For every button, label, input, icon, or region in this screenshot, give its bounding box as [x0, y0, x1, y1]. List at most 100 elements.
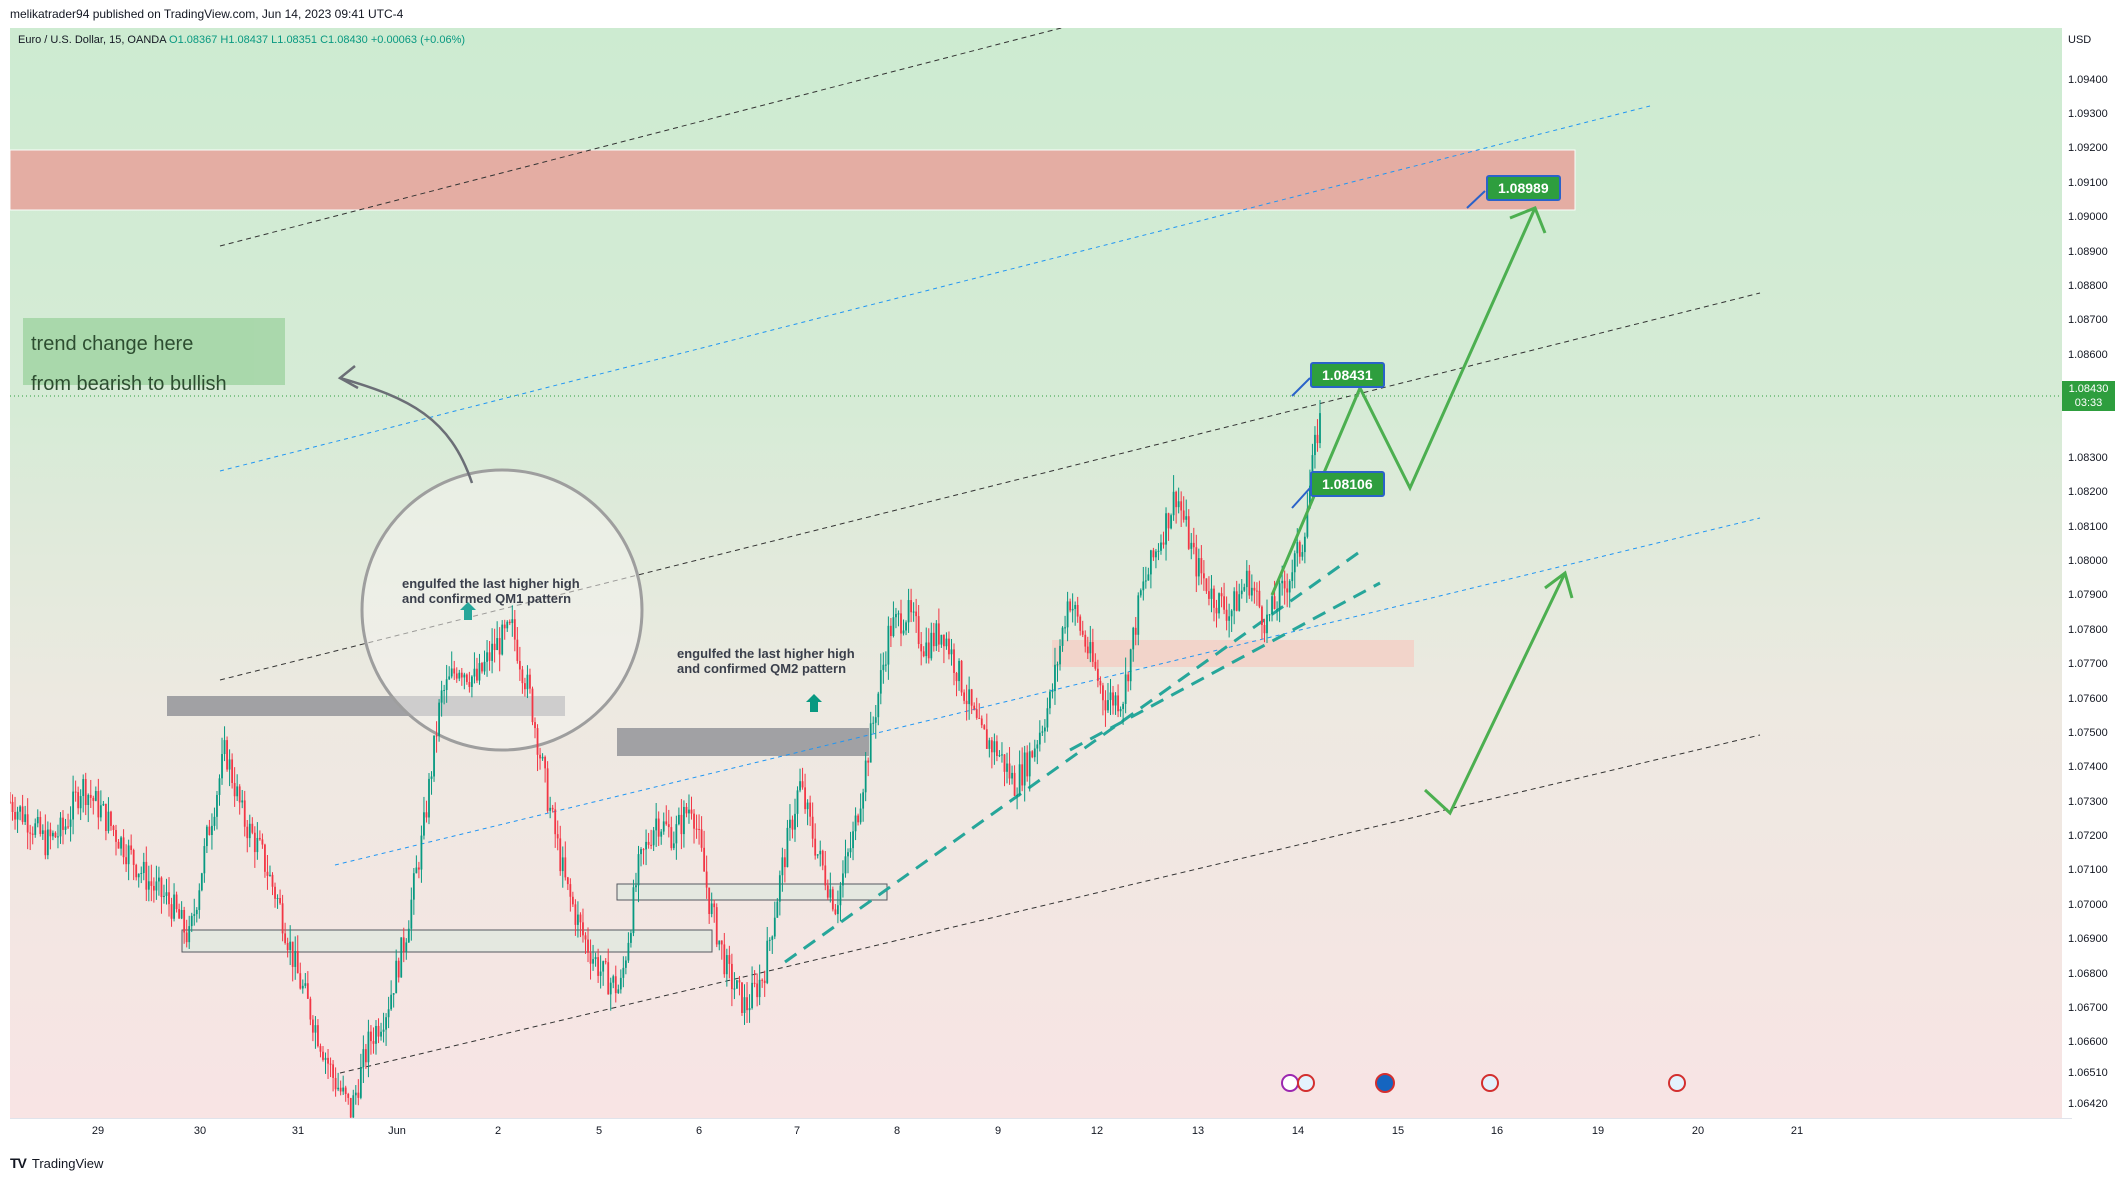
candle-body — [1258, 590, 1261, 607]
candle-body — [1155, 551, 1157, 558]
candle-body — [291, 941, 294, 967]
price-tag-high[interactable]: 1.08431 — [1310, 362, 1385, 388]
candle-body — [488, 652, 491, 661]
candle-body — [1303, 536, 1306, 553]
candle-body — [1230, 610, 1233, 617]
candle-body — [940, 634, 943, 645]
candle-body — [243, 800, 246, 827]
candle-body — [915, 611, 918, 617]
candle-body — [599, 971, 602, 976]
qm2-up-arrow-icon — [806, 694, 822, 712]
candle-body — [1026, 752, 1029, 777]
candle-body — [223, 740, 226, 755]
candle-body — [1076, 604, 1079, 617]
candle-body — [794, 813, 796, 830]
price-tick-label: 1.07400 — [2068, 761, 2108, 774]
price-tick-label: 1.09400 — [2068, 73, 2108, 86]
candle-body — [690, 809, 693, 814]
price-tag-target[interactable]: 1.08989 — [1486, 175, 1561, 201]
price-tick-label: 1.06510 — [2068, 1067, 2108, 1080]
candle-body — [534, 722, 536, 729]
price-axis[interactable]: USD 1.09400 1.09300 1.09200 1.09100 1.09000 1… — [2062, 28, 2115, 1118]
candle-body — [925, 642, 928, 657]
footer-branding[interactable]: TV TradingView — [10, 1152, 103, 1174]
candle-body — [943, 634, 945, 647]
candle-body — [395, 960, 398, 994]
candle-body — [1228, 616, 1231, 621]
candle-body — [895, 613, 897, 618]
candle-body — [597, 957, 600, 976]
candle-body — [783, 857, 786, 868]
candle-body — [1316, 434, 1319, 444]
candle-body — [1099, 680, 1102, 686]
candle-body — [97, 791, 100, 818]
candle-body — [1112, 692, 1114, 706]
candle-body — [205, 826, 208, 847]
candle-body — [1132, 627, 1135, 650]
candle-body — [1086, 646, 1089, 654]
us-flag-icon-1[interactable] — [1297, 1074, 1315, 1092]
candle-body — [700, 829, 703, 848]
candle-body — [1104, 700, 1107, 711]
candle-body — [380, 1031, 382, 1037]
candle-body — [1041, 731, 1044, 733]
projection-upper-head — [1509, 206, 1547, 234]
candle-body — [667, 824, 670, 828]
candle-body — [317, 1025, 319, 1047]
candle-body — [41, 830, 44, 834]
candle-body — [294, 950, 297, 967]
candle-body — [842, 873, 844, 886]
candle-body — [1139, 590, 1142, 596]
candle-body — [1013, 772, 1016, 796]
candle-body — [14, 812, 16, 820]
trend-change-note: trend change here from bearish to bullis… — [23, 318, 285, 395]
price-tag-mid[interactable]: 1.08106 — [1310, 471, 1385, 497]
candle-body — [1051, 691, 1054, 693]
trend-change-arrowhead — [337, 365, 359, 390]
candle-body — [996, 741, 998, 756]
candle-body — [357, 1092, 360, 1098]
us-flag-icon-3[interactable] — [1668, 1074, 1686, 1092]
candle-body — [117, 841, 120, 849]
time-axis[interactable]: 29 30 31 Jun 2 5 6 7 8 9 12 13 14 15 16 19 20 21 — [10, 1118, 2072, 1145]
candle-body — [955, 672, 958, 682]
candle-body — [36, 816, 39, 824]
candle-body — [281, 903, 284, 934]
candle-body — [1170, 515, 1172, 529]
candle-body — [226, 740, 228, 770]
candle-body — [993, 741, 996, 753]
candle-body — [983, 725, 986, 730]
candle-body — [650, 844, 653, 846]
candle-body — [359, 1067, 362, 1098]
candle-body — [854, 815, 857, 832]
price-tick-label: 1.06800 — [2068, 967, 2108, 980]
time-tick-label: 2 — [494, 1125, 502, 1137]
candle-body — [748, 1008, 751, 1011]
candle-body — [566, 877, 569, 885]
candle-body — [170, 904, 173, 919]
chart-area[interactable]: Euro / U.S. Dollar, 15, OANDA O1.08367 H… — [10, 28, 2072, 1118]
candle-body — [872, 722, 875, 724]
price-tick-label: 1.08600 — [2068, 348, 2108, 361]
candle-body — [1109, 692, 1112, 701]
candle-body — [289, 941, 292, 951]
candle-body — [511, 619, 514, 624]
candle-body — [1210, 588, 1213, 599]
candle-body — [513, 619, 516, 640]
candle-body — [390, 994, 393, 1010]
price-chart[interactable] — [10, 28, 2072, 1118]
supply-zone — [10, 149, 1576, 211]
symbol-legend[interactable]: Euro / U.S. Dollar, 15, OANDA O1.08367 H… — [18, 34, 465, 46]
us-flag-icon-2[interactable] — [1481, 1074, 1499, 1092]
trend-note-line1: trend change here — [31, 333, 194, 355]
candle-body — [1089, 642, 1092, 654]
eu-flag-icon[interactable] — [1375, 1073, 1395, 1093]
candle-body — [564, 857, 567, 878]
channel-upper-outer — [219, 28, 1064, 247]
event-icon-1[interactable] — [1281, 1074, 1299, 1092]
candle-body — [276, 897, 279, 899]
candle-body — [1314, 434, 1316, 456]
candle-body — [766, 940, 769, 983]
candle-body — [188, 926, 191, 943]
candle-body — [1182, 510, 1185, 520]
